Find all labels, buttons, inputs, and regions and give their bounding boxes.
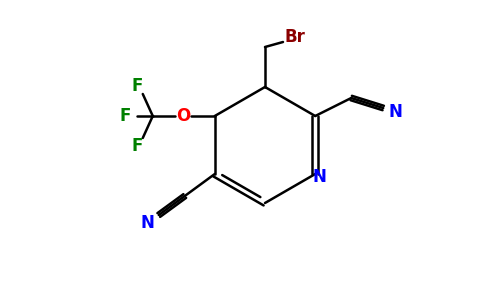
Text: N: N bbox=[388, 103, 402, 121]
Text: F: F bbox=[131, 137, 142, 155]
Text: F: F bbox=[119, 107, 131, 125]
Text: O: O bbox=[176, 107, 190, 125]
Text: N: N bbox=[312, 168, 326, 186]
Text: Br: Br bbox=[285, 28, 305, 46]
Text: N: N bbox=[141, 214, 155, 232]
Text: F: F bbox=[131, 77, 142, 95]
